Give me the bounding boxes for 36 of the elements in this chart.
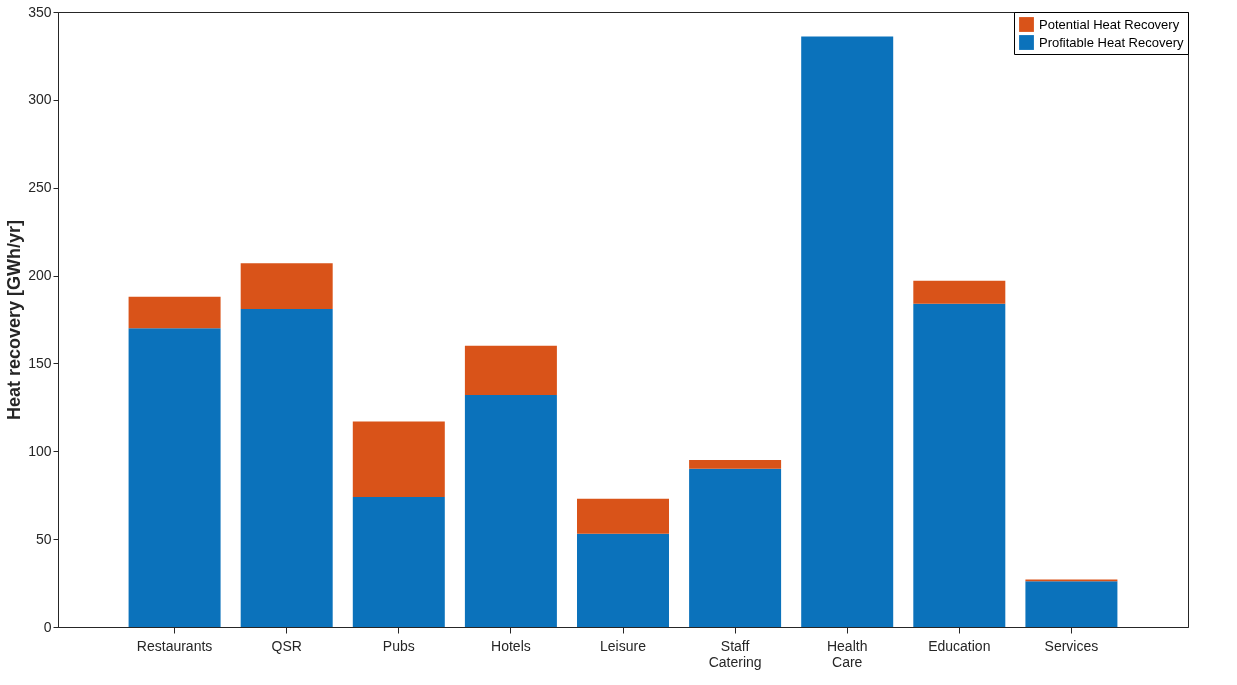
y-tick-label: 150 xyxy=(28,354,52,371)
bar xyxy=(577,498,669,534)
y-axis-title: Heat recovery [GWh/yr] xyxy=(4,219,25,421)
x-tick-label: Leisure xyxy=(600,637,647,654)
bar xyxy=(352,421,445,497)
bar xyxy=(913,303,1006,627)
bar xyxy=(240,308,333,627)
x-tick-label: Services xyxy=(1044,637,1099,654)
x-tick-label: Hotels xyxy=(491,637,531,654)
bar xyxy=(352,496,445,627)
bar xyxy=(464,395,557,627)
bar xyxy=(1025,581,1118,627)
bar xyxy=(913,280,1006,304)
bar xyxy=(128,328,221,627)
x-tick-label: Health Care xyxy=(826,637,868,670)
y-tick-label: 250 xyxy=(28,179,52,196)
x-tick-label: QSR xyxy=(271,637,302,654)
y-tick-label: 50 xyxy=(35,530,52,547)
x-tick-label: Education xyxy=(928,637,991,654)
bar xyxy=(128,296,221,329)
legend-label: Profitable Heat Recovery xyxy=(1039,34,1185,50)
bar xyxy=(464,345,557,396)
bar xyxy=(577,533,669,627)
x-tick-label: Staff Catering xyxy=(708,637,762,670)
legend-label: Potential Heat Recovery xyxy=(1039,16,1180,32)
bar xyxy=(240,263,333,309)
y-tick-label: 200 xyxy=(28,267,52,284)
x-tick-label: Restaurants xyxy=(136,637,213,654)
y-tick-label: 350 xyxy=(28,3,52,20)
y-tick-label: 300 xyxy=(28,91,52,108)
bar xyxy=(801,36,894,627)
x-tick-label: Pubs xyxy=(382,637,415,654)
bar xyxy=(689,460,782,469)
y-tick-label: 0 xyxy=(43,618,52,635)
bar xyxy=(689,468,782,627)
y-tick-label: 100 xyxy=(28,442,52,459)
